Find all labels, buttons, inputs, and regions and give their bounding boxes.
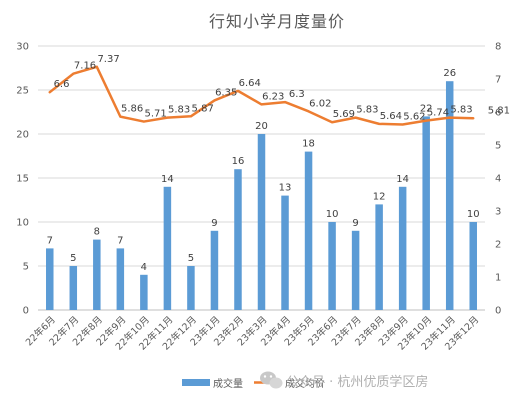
line-value-label: 5.69 bbox=[333, 109, 355, 120]
bar-value-label: 18 bbox=[302, 139, 315, 150]
line-value-label: 6.23 bbox=[262, 91, 284, 102]
bar bbox=[304, 151, 313, 310]
line-value-label: 5.86 bbox=[121, 104, 143, 115]
legend-swatch-volume bbox=[182, 379, 210, 386]
line-value-label: 6.02 bbox=[309, 98, 331, 109]
bar-value-label: 10 bbox=[467, 209, 480, 220]
bar-value-label: 5 bbox=[188, 253, 194, 264]
bar-value-label: 14 bbox=[396, 174, 409, 185]
bar bbox=[93, 239, 101, 310]
y-right-tick-label: 7 bbox=[495, 75, 501, 86]
line-value-label: 5.83 bbox=[356, 105, 378, 116]
wechat-icon bbox=[260, 371, 283, 389]
bar-value-label: 16 bbox=[232, 156, 245, 167]
line-value-label: 6.6 bbox=[54, 79, 70, 90]
bar-value-label: 5 bbox=[70, 253, 76, 264]
bar bbox=[445, 81, 454, 310]
bar-value-label: 7 bbox=[47, 235, 53, 246]
bar-value-label: 14 bbox=[161, 174, 174, 185]
y-left-tick-label: 30 bbox=[16, 42, 29, 53]
bar bbox=[398, 186, 407, 310]
bar-series-volume bbox=[46, 81, 477, 311]
bar bbox=[210, 230, 219, 310]
bar-value-label: 20 bbox=[255, 121, 268, 132]
y-right-tick-label: 3 bbox=[495, 207, 501, 218]
line-value-label: 6.35 bbox=[215, 87, 237, 98]
line-value-label: 6.3 bbox=[289, 89, 305, 100]
y-right-tick-label: 4 bbox=[495, 174, 501, 185]
bar bbox=[422, 116, 430, 311]
y-right-tick-label: 5 bbox=[495, 141, 501, 152]
bar-value-label: 9 bbox=[352, 218, 358, 229]
y-left-tick-label: 0 bbox=[23, 306, 29, 317]
bar bbox=[140, 274, 148, 310]
y-left-tick-label: 10 bbox=[16, 218, 29, 229]
y-left-tick-label: 25 bbox=[16, 86, 29, 97]
bar bbox=[187, 266, 195, 310]
legend-label-volume: 成交量 bbox=[213, 377, 243, 390]
bar bbox=[69, 266, 78, 310]
y-axis-right: 0 1 2 3 4 5 6 7 8 bbox=[495, 42, 501, 317]
bar bbox=[257, 134, 266, 310]
line-series-avg-price bbox=[48, 65, 475, 126]
y-right-tick-label: 6 bbox=[495, 108, 501, 119]
bar bbox=[234, 169, 242, 310]
x-axis: 22年6月22年7月22年8月22年9月22年10月22年11月22年12月23… bbox=[23, 314, 481, 353]
bar-value-label: 9 bbox=[211, 218, 217, 229]
bar-value-label: 12 bbox=[373, 191, 386, 202]
bar-value-label: 7 bbox=[117, 235, 123, 246]
chart-title: 行知小学月度量价 bbox=[209, 12, 345, 31]
y-right-tick-label: 8 bbox=[495, 42, 501, 53]
bar bbox=[351, 230, 360, 310]
bar-value-label: 8 bbox=[94, 227, 100, 238]
y-left-tick-label: 20 bbox=[16, 130, 29, 141]
bar bbox=[375, 204, 383, 310]
bar-value-label: 10 bbox=[326, 209, 339, 220]
line-value-label: 5.64 bbox=[380, 111, 402, 122]
line-value-label: 5.87 bbox=[192, 103, 214, 114]
watermark: 公众号 · 杭州优质学区房 bbox=[260, 371, 428, 390]
watermark-text: 公众号 · 杭州优质学区房 bbox=[286, 374, 428, 390]
bar bbox=[328, 222, 336, 310]
bar-value-label: 13 bbox=[279, 183, 292, 194]
bar-value-label: 4 bbox=[141, 262, 147, 273]
line-value-label: 5.71 bbox=[144, 109, 166, 120]
line-value-label: 7.37 bbox=[97, 54, 119, 65]
bar bbox=[116, 248, 125, 310]
bar-value-label: 22 bbox=[420, 103, 433, 114]
line-path bbox=[48, 65, 475, 126]
y-right-tick-label: 0 bbox=[495, 306, 501, 317]
line-value-label: 5.83 bbox=[450, 105, 472, 116]
legend: 成交量 成交均价 bbox=[182, 377, 325, 390]
bar-data-labels: 7 5 8 7 4 14 5 9 16 20 13 18 10 9 12 14 22 26 10 bbox=[47, 68, 480, 273]
y-right-tick-label: 2 bbox=[495, 240, 501, 251]
line-value-label: 5.62 bbox=[403, 112, 425, 123]
line-data-labels: 6.67.167.375.86 5.71 5.83 5.876.356.646.23 6… bbox=[54, 54, 510, 123]
line-value-label: 6.64 bbox=[239, 78, 261, 89]
bar bbox=[46, 248, 54, 310]
bar-value-label: 26 bbox=[443, 68, 456, 79]
bar bbox=[469, 222, 477, 310]
y-right-tick-label: 1 bbox=[495, 273, 501, 284]
line-value-label: 7.16 bbox=[74, 61, 96, 72]
bar bbox=[281, 195, 289, 310]
line-value-label: 5.83 bbox=[168, 105, 190, 116]
y-left-tick-label: 15 bbox=[16, 174, 29, 185]
bar bbox=[163, 186, 172, 310]
line-value-label: 5.81 bbox=[488, 105, 510, 116]
y-axis-left: 0 5 10 15 20 25 30 bbox=[16, 42, 29, 317]
legend-label-avg-price: 成交均价 bbox=[285, 377, 325, 390]
line-value-label: 5.74 bbox=[427, 108, 449, 119]
y-left-tick-label: 5 bbox=[23, 262, 29, 273]
